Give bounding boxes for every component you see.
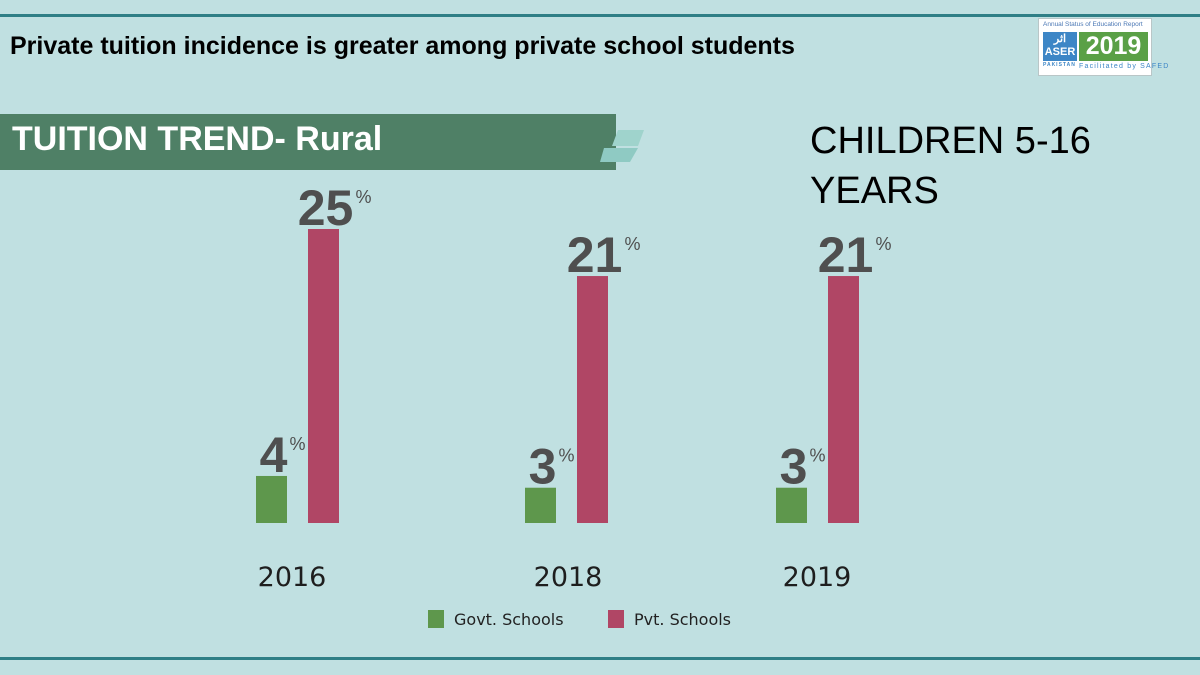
- title-banner: [0, 114, 616, 170]
- top-rule: [0, 14, 1200, 17]
- value-unit-pvt-2018: %: [625, 234, 641, 254]
- logo-country: PAKISTAN: [1043, 62, 1076, 68]
- logo-year: 2019: [1079, 32, 1148, 61]
- chart-title: TUITION TREND- Rural: [12, 120, 383, 158]
- banner-fold-decoration: [600, 130, 644, 162]
- bar-govt-2018: [525, 487, 556, 523]
- logo-org-block: اثر ASER: [1043, 32, 1077, 61]
- legend-swatch-govt: [428, 610, 444, 628]
- year-label-2019: 2019: [783, 562, 852, 593]
- age-group-label: CHILDREN 5-16 YEARS: [810, 120, 1091, 212]
- value-unit-pvt-2019: %: [876, 234, 892, 254]
- logo-facilitated: Facilitated by SAFED: [1079, 63, 1170, 70]
- value-label-govt-2019: 3: [780, 439, 808, 495]
- value-label-govt-2016: 4: [260, 427, 288, 483]
- bar-govt-2019: [776, 487, 807, 523]
- bar-pvt-2019: [828, 276, 859, 523]
- value-label-pvt-2016: 25: [298, 180, 354, 236]
- value-unit-govt-2016: %: [290, 434, 306, 454]
- bar-pvt-2018: [577, 276, 608, 523]
- legend-swatch-pvt: [608, 610, 624, 628]
- logo-org: ASER: [1044, 46, 1076, 58]
- logo-tagline: Annual Status of Education Report: [1043, 21, 1143, 28]
- chart-bars: [256, 229, 859, 523]
- logo-mark: اثر: [1053, 33, 1067, 45]
- value-label-pvt-2018: 21: [567, 227, 623, 283]
- value-unit-pvt-2016: %: [356, 187, 372, 207]
- value-label-pvt-2019: 21: [818, 227, 874, 283]
- value-unit-govt-2018: %: [559, 446, 575, 466]
- page-headline: Private tuition incidence is greater amo…: [10, 32, 795, 60]
- bar-govt-2016: [256, 475, 287, 523]
- aser-logo: Annual Status of Education Report اثر AS…: [1038, 18, 1168, 76]
- bottom-rule: [0, 657, 1200, 660]
- bar-pvt-2016: [308, 229, 339, 523]
- value-unit-govt-2019: %: [810, 446, 826, 466]
- year-label-2018: 2018: [534, 562, 603, 593]
- legend-label-govt: Govt. Schools: [454, 610, 564, 629]
- value-label-govt-2018: 3: [529, 439, 557, 495]
- legend-label-pvt: Pvt. Schools: [634, 610, 732, 629]
- year-label-2016: 2016: [258, 562, 327, 593]
